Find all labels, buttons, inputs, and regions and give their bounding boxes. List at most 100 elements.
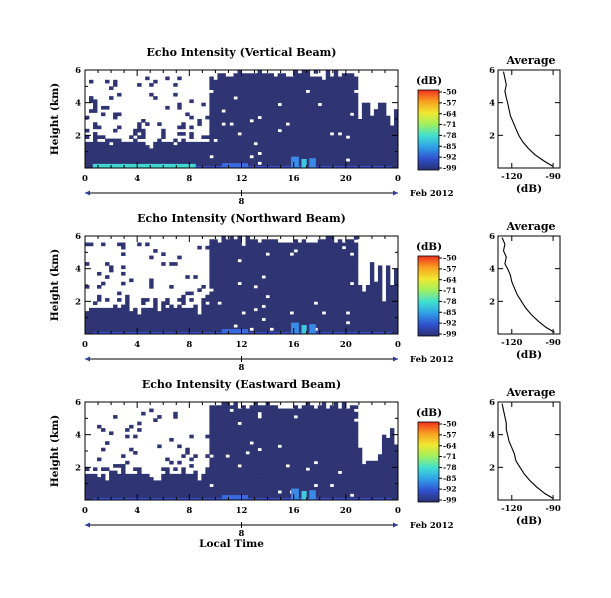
- echo-cell: [249, 424, 254, 429]
- echo-cell: [269, 154, 274, 159]
- echo-cell: [317, 408, 323, 413]
- echo-cell: [365, 112, 371, 117]
- echo-cell: [85, 327, 90, 332]
- echo-cell: [249, 148, 254, 153]
- echo-cell: [89, 311, 94, 315]
- echo-cell: [181, 307, 186, 312]
- echo-cell: [365, 128, 371, 133]
- echo-cell: [337, 252, 343, 256]
- echo-cell: [293, 86, 299, 90]
- echo-cell: [305, 278, 311, 283]
- echo-cell: [329, 99, 335, 104]
- echo-cell: [253, 311, 258, 315]
- echo-cell: [345, 451, 351, 455]
- echo-cell: [385, 294, 391, 299]
- echo-cell: [257, 83, 262, 87]
- echo-cell: [369, 291, 375, 296]
- echo-cell: [289, 76, 295, 81]
- echo-cell: [317, 119, 323, 123]
- echo-cell: [253, 125, 258, 130]
- echo-cell: [225, 483, 230, 488]
- echo-cell: [213, 434, 218, 439]
- echo-cell: [233, 145, 238, 149]
- echo-cell: [249, 76, 254, 81]
- echo-cell: [221, 265, 226, 270]
- echo-cell: [245, 138, 250, 143]
- echo-cell: [329, 301, 335, 305]
- echo-cell: [265, 141, 270, 146]
- echo-cell: [217, 288, 222, 292]
- echo-cell: [257, 275, 262, 279]
- echo-cell: [393, 119, 399, 123]
- echo-cell: [329, 83, 335, 87]
- echo-cell: [253, 327, 258, 332]
- echo-cell: [305, 135, 311, 139]
- echo-cell: [209, 320, 214, 325]
- echo-cell: [89, 109, 94, 113]
- echo-cell: [217, 447, 222, 452]
- echo-cell: [261, 483, 266, 488]
- echo-cell: [221, 408, 226, 413]
- echo-cell: [369, 122, 375, 126]
- echo-cell: [305, 411, 311, 416]
- echo-cell: [349, 486, 355, 491]
- echo-cell: [257, 119, 262, 123]
- echo-cell: [257, 480, 262, 485]
- echo-cell: [185, 473, 190, 478]
- echo-cell: [369, 477, 375, 481]
- echo-cell: [325, 151, 331, 156]
- echo-cell: [121, 480, 126, 485]
- echo-cell: [245, 424, 250, 429]
- echo-cell: [193, 320, 198, 325]
- echo-cell: [321, 268, 327, 273]
- echo-cell: [393, 298, 399, 302]
- echo-cell: [333, 454, 339, 458]
- echo-cell: [273, 242, 279, 247]
- echo-cell: [389, 467, 395, 471]
- echo-cell: [201, 298, 206, 302]
- echo-cell: [297, 154, 303, 159]
- echo-cell: [153, 483, 158, 488]
- echo-cell: [205, 486, 210, 491]
- echo-cell: [257, 278, 262, 283]
- echo-cell: [361, 145, 367, 149]
- echo-cell: [285, 301, 291, 305]
- echo-cell: [313, 424, 319, 429]
- echo-cell: [221, 470, 226, 475]
- echo-cell: [297, 99, 303, 104]
- echo-cell: [265, 477, 270, 481]
- echo-cell: [325, 275, 331, 279]
- echo-cell: [301, 70, 307, 74]
- echo-cell: [297, 161, 303, 166]
- echo-cell: [309, 431, 315, 436]
- echo-cell: [285, 105, 291, 110]
- echo-cell: [105, 320, 110, 325]
- echo-cell: [245, 249, 250, 253]
- echo-cell: [145, 148, 150, 153]
- echo-cell: [345, 281, 351, 286]
- echo-cell: [245, 89, 250, 94]
- echo-cell: [285, 460, 291, 465]
- echo-cell: [129, 480, 134, 485]
- echo-cell: [321, 99, 327, 104]
- echo-cell: [85, 320, 90, 325]
- echo-cell: [341, 255, 347, 260]
- echo-cell: [101, 480, 106, 485]
- echo-cell: [129, 477, 134, 481]
- echo-cell: [209, 473, 214, 478]
- echo-cell: [325, 285, 331, 289]
- y-tick-label: 4: [75, 265, 81, 275]
- echo-cell: [381, 327, 387, 332]
- echo-cell: [353, 444, 359, 449]
- echo-cell: [345, 473, 351, 478]
- echo-cell: [301, 320, 307, 325]
- echo-cell: [305, 125, 311, 130]
- echo-cell: [381, 112, 387, 117]
- echo-cell: [297, 122, 303, 126]
- echo-cell: [389, 314, 395, 319]
- echo-cell: [361, 291, 367, 296]
- echo-cell: [337, 278, 343, 283]
- echo-cell: [329, 245, 335, 250]
- echo-cell: [257, 301, 262, 305]
- echo-cell: [357, 291, 363, 296]
